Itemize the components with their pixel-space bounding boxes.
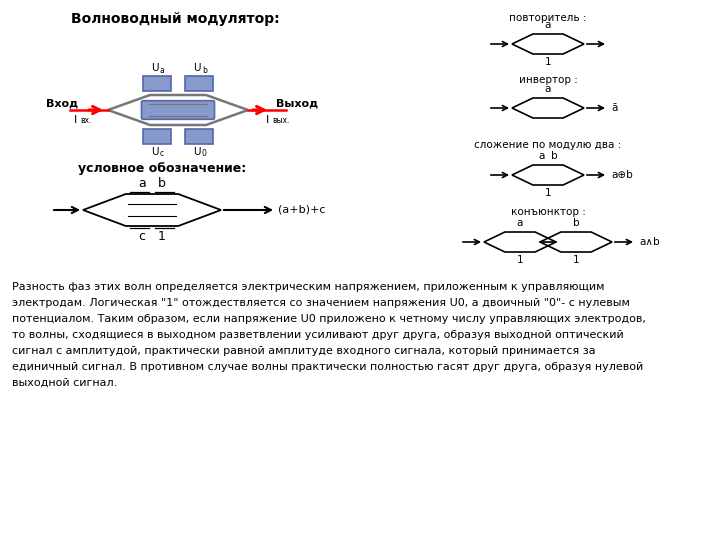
Text: a: a <box>517 218 523 228</box>
Text: потенциалом. Таким образом, если напряжение U0 приложено к четному числу управля: потенциалом. Таким образом, если напряже… <box>12 314 646 324</box>
Text: b: b <box>202 66 207 75</box>
Text: Вход: Вход <box>46 98 78 108</box>
Text: то волны, сходящиеся в выходном разветвлении усиливают друг друга, образуя выход: то волны, сходящиеся в выходном разветвл… <box>12 330 624 340</box>
Text: b: b <box>572 218 580 228</box>
Text: ā: ā <box>611 103 617 113</box>
Text: условное обозначение:: условное обозначение: <box>78 162 246 175</box>
Text: вых.: вых. <box>272 116 289 125</box>
Text: сложение по модулю два :: сложение по модулю два : <box>474 140 621 150</box>
Text: U: U <box>151 63 158 73</box>
Text: (a+b)+c: (a+b)+c <box>278 205 325 215</box>
Text: U: U <box>193 63 201 73</box>
Text: вх.: вх. <box>80 116 91 125</box>
Text: повторитель :: повторитель : <box>509 13 587 23</box>
Text: выходной сигнал.: выходной сигнал. <box>12 378 117 388</box>
Text: конъюнктор :: конъюнктор : <box>510 207 585 217</box>
Text: I: I <box>266 115 269 125</box>
Text: a: a <box>160 66 165 75</box>
Text: 1: 1 <box>158 230 166 243</box>
Bar <box>143 76 171 91</box>
Text: электродам. Логическая "1" отождествляется со значением напряжения U0, а двоичны: электродам. Логическая "1" отождествляет… <box>12 298 630 308</box>
Bar <box>185 76 213 91</box>
Text: a: a <box>138 177 146 190</box>
Text: a⊕b: a⊕b <box>611 170 633 180</box>
Text: 1: 1 <box>517 255 523 265</box>
Text: инвертор :: инвертор : <box>518 75 577 85</box>
Text: a: a <box>545 20 552 30</box>
Text: 1: 1 <box>545 57 552 67</box>
Text: единичный сигнал. В противном случае волны практически полностью гасят друг друг: единичный сигнал. В противном случае вол… <box>12 362 643 372</box>
Text: 1: 1 <box>545 188 552 198</box>
Text: Выход: Выход <box>276 98 318 108</box>
Text: Волноводный модулятор:: Волноводный модулятор: <box>71 12 279 26</box>
Text: сигнал с амплитудой, практически равной амплитуде входного сигнала, который прин: сигнал с амплитудой, практически равной … <box>12 346 595 356</box>
Text: b: b <box>551 151 557 161</box>
Text: a: a <box>545 84 552 94</box>
Bar <box>185 129 213 144</box>
FancyBboxPatch shape <box>142 100 215 119</box>
Text: I: I <box>74 115 77 125</box>
Text: 0: 0 <box>202 149 207 158</box>
Text: Разность фаз этих волн определяется электрическим напряжением, приложенным к упр: Разность фаз этих волн определяется элек… <box>12 282 605 292</box>
Text: U: U <box>151 147 158 157</box>
Bar <box>143 129 171 144</box>
Text: 1: 1 <box>572 255 580 265</box>
Text: U: U <box>193 147 201 157</box>
Text: b: b <box>158 177 166 190</box>
Text: c: c <box>160 149 164 158</box>
Text: a∧b: a∧b <box>639 237 660 247</box>
Text: a: a <box>539 151 545 161</box>
Text: c: c <box>138 230 145 243</box>
